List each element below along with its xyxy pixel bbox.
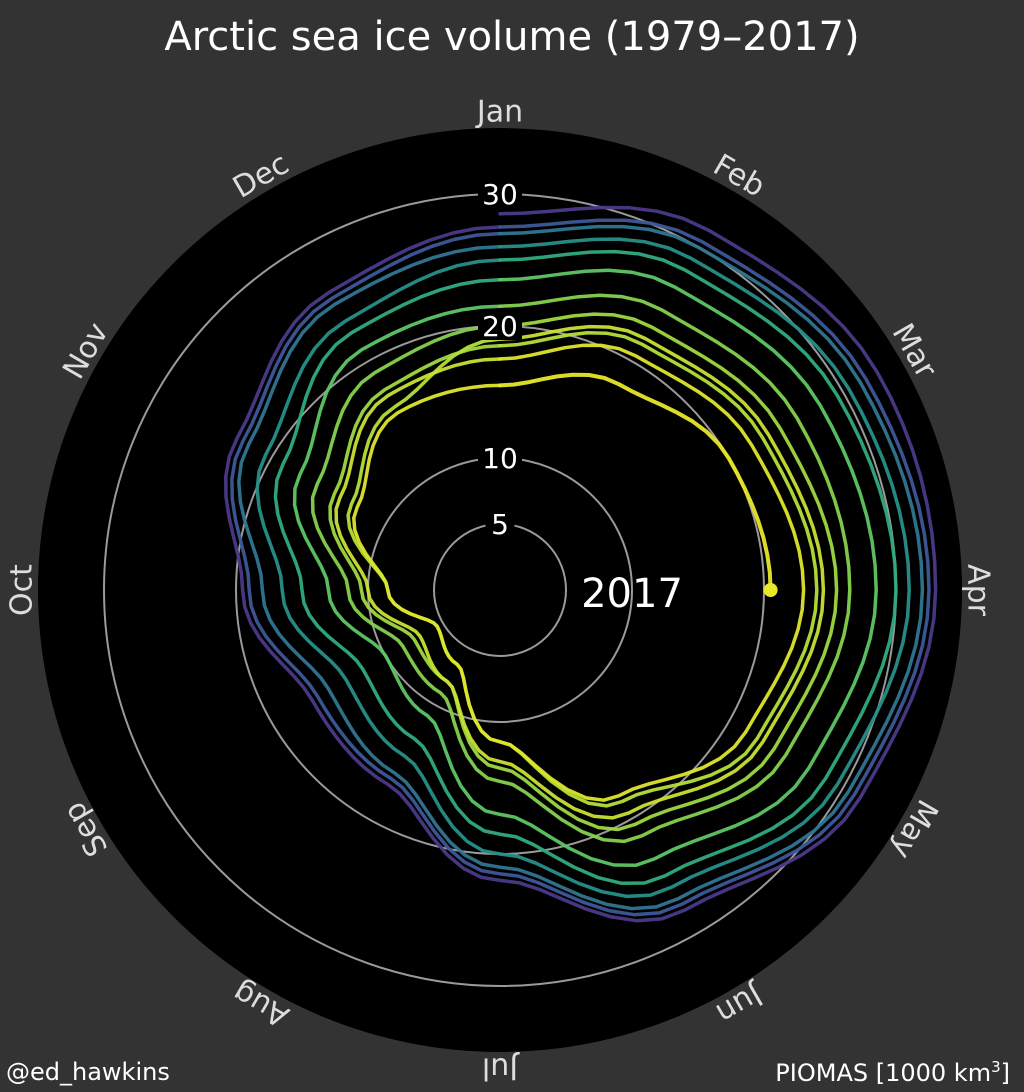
current-year-label: 2017 xyxy=(581,571,683,617)
series-line-2008 xyxy=(310,293,852,844)
source-label: PIOMAS [1000 km3] xyxy=(775,1058,1010,1087)
series-line-1995 xyxy=(255,237,911,899)
radial-tick-label: 20 xyxy=(482,310,518,343)
radial-tick-bg-30 xyxy=(478,180,522,208)
series-line-1985 xyxy=(230,218,931,917)
month-label-apr: Apr xyxy=(961,564,996,617)
radial-tick-label: 30 xyxy=(482,178,518,211)
series-line-2016 xyxy=(352,343,806,802)
chart-title: Arctic sea ice volume (1979–2017) xyxy=(164,14,860,60)
radial-tick-bg-10 xyxy=(478,444,522,472)
month-label-jul: Jul xyxy=(482,1051,520,1086)
plot-area xyxy=(38,128,962,1052)
series-line-2000 xyxy=(273,249,898,886)
source-label-exponent: 3 xyxy=(991,1058,1001,1076)
month-label-jan: Jan xyxy=(475,95,523,130)
month-label-oct: Oct xyxy=(5,564,40,616)
source-label-suffix: ] xyxy=(1000,1059,1010,1087)
series-line-2010 xyxy=(328,312,839,832)
radial-tick-label: 5 xyxy=(491,508,509,541)
source-label-prefix: PIOMAS [1000 km xyxy=(775,1059,992,1087)
radial-tick-bg-5 xyxy=(485,510,515,538)
series-line-2005 xyxy=(292,268,878,868)
credit-handle: @ed_hawkins xyxy=(6,1058,170,1086)
series-line-1990 xyxy=(237,224,925,911)
series-line-1979 xyxy=(224,205,938,923)
series-line-2014 xyxy=(334,324,826,820)
series-line-2017 xyxy=(498,372,773,592)
radial-tick-bg-20 xyxy=(478,312,522,340)
current-point-marker xyxy=(763,583,778,597)
radial-tick-label: 10 xyxy=(482,442,518,475)
